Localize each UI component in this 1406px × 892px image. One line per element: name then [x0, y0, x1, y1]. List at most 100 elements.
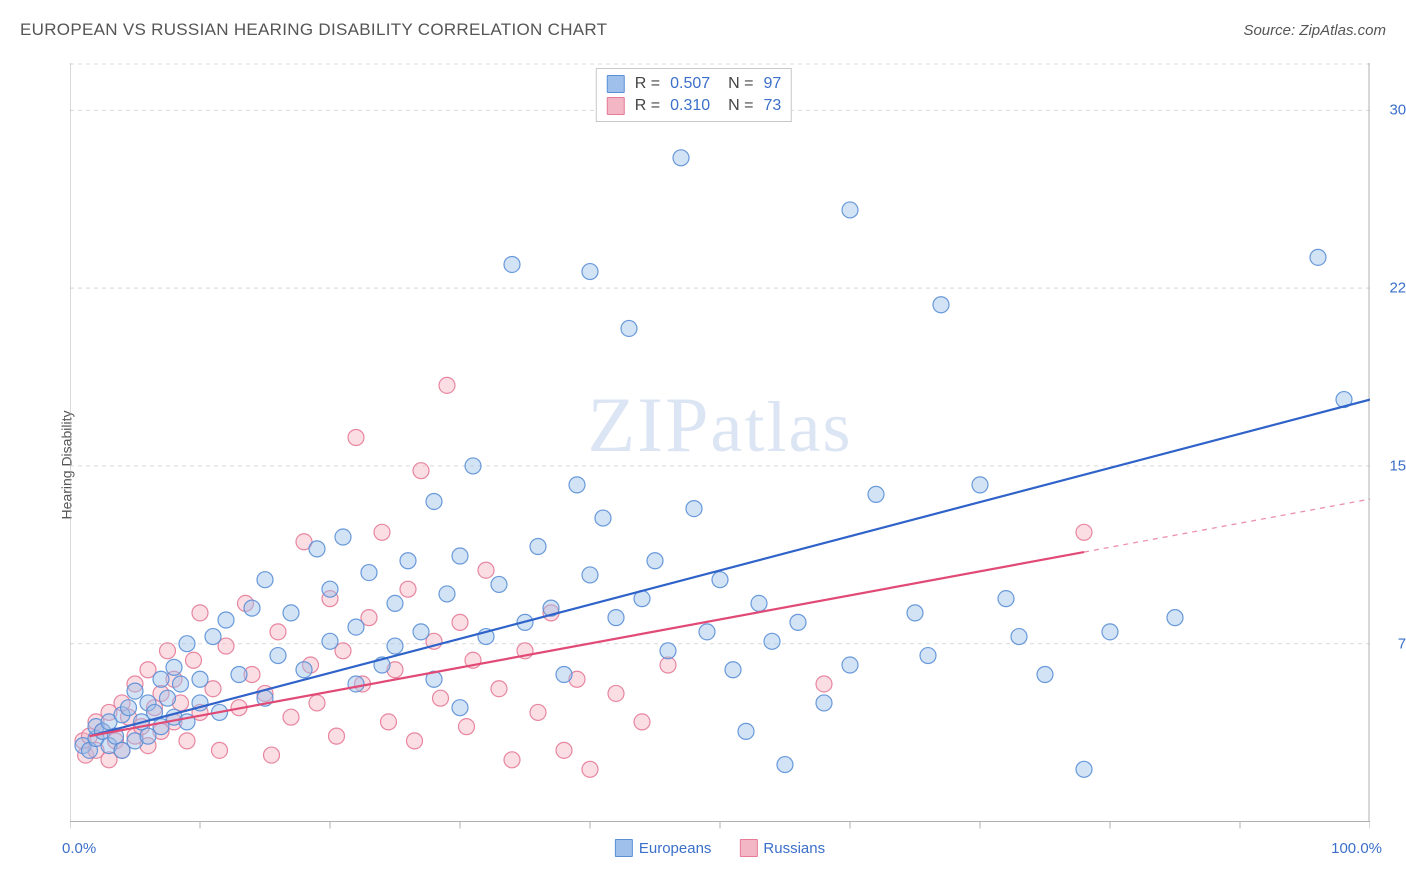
legend-label: Russians: [763, 840, 825, 857]
legend-label: Europeans: [639, 840, 712, 857]
scatter-point-europeans: [387, 638, 403, 654]
trendline-russians-extrapolated: [1084, 499, 1370, 552]
scatter-point-europeans: [1167, 610, 1183, 626]
r-label: R =: [635, 97, 660, 115]
scatter-point-russians: [433, 690, 449, 706]
scatter-point-russians: [407, 733, 423, 749]
r-label: R =: [635, 75, 660, 93]
correlation-legend-row: R =0.310N =73: [607, 95, 781, 117]
scatter-point-europeans: [712, 572, 728, 588]
scatter-point-europeans: [608, 610, 624, 626]
n-value: 97: [763, 75, 781, 93]
scatter-point-europeans: [556, 667, 572, 683]
scatter-point-europeans: [1310, 249, 1326, 265]
scatter-point-europeans: [335, 529, 351, 545]
scatter-point-europeans: [192, 671, 208, 687]
scatter-point-russians: [212, 742, 228, 758]
scatter-point-europeans: [868, 486, 884, 502]
scatter-point-russians: [439, 377, 455, 393]
scatter-point-europeans: [504, 256, 520, 272]
chart-header: EUROPEAN VS RUSSIAN HEARING DISABILITY C…: [20, 20, 1386, 40]
scatter-point-europeans: [699, 624, 715, 640]
scatter-point-europeans: [972, 477, 988, 493]
correlation-legend: R = 0.507 N = 97 R =0.310N =73: [596, 68, 792, 122]
scatter-point-russians: [160, 643, 176, 659]
scatter-point-europeans: [283, 605, 299, 621]
scatter-point-russians: [504, 752, 520, 768]
scatter-point-europeans: [348, 619, 364, 635]
scatter-point-russians: [556, 742, 572, 758]
plot-svg: [70, 63, 1370, 833]
scatter-point-europeans: [400, 553, 416, 569]
scatter-point-europeans: [842, 202, 858, 218]
scatter-point-europeans: [1011, 629, 1027, 645]
scatter-point-russians: [264, 747, 280, 763]
scatter-point-russians: [459, 719, 475, 735]
scatter-point-russians: [329, 728, 345, 744]
legend-swatch: [615, 839, 633, 857]
scatter-point-europeans: [933, 297, 949, 313]
scatter-point-europeans: [322, 633, 338, 649]
scatter-point-russians: [478, 562, 494, 578]
scatter-point-europeans: [920, 648, 936, 664]
scatter-point-russians: [452, 614, 468, 630]
scatter-point-europeans: [413, 624, 429, 640]
scatter-point-europeans: [179, 636, 195, 652]
scatter-point-europeans: [738, 723, 754, 739]
scatter-plot: ZIPatlas 7.5%15.0%22.5%30.0%0.0%100.0%Eu…: [70, 63, 1370, 833]
scatter-point-europeans: [166, 659, 182, 675]
y-tick-label: 7.5%: [1398, 635, 1406, 652]
scatter-point-europeans: [751, 595, 767, 611]
scatter-point-europeans: [361, 565, 377, 581]
legend-swatch: [607, 97, 625, 115]
scatter-point-russians: [400, 581, 416, 597]
scatter-point-europeans: [218, 612, 234, 628]
scatter-point-europeans: [660, 643, 676, 659]
n-value: 73: [763, 97, 781, 115]
scatter-point-europeans: [153, 671, 169, 687]
scatter-point-europeans: [673, 150, 689, 166]
scatter-point-europeans: [1102, 624, 1118, 640]
scatter-point-russians: [179, 733, 195, 749]
scatter-point-europeans: [816, 695, 832, 711]
n-label: N =: [728, 75, 753, 93]
chart-container: Hearing Disability ZIPatlas 7.5%15.0%22.…: [20, 55, 1386, 875]
scatter-point-russians: [634, 714, 650, 730]
scatter-point-europeans: [173, 676, 189, 692]
scatter-point-europeans: [998, 591, 1014, 607]
r-value: 0.507: [670, 75, 718, 93]
scatter-point-europeans: [491, 576, 507, 592]
scatter-point-europeans: [387, 595, 403, 611]
x-tick-label: 100.0%: [1331, 840, 1382, 857]
scatter-point-europeans: [348, 676, 364, 692]
scatter-point-europeans: [127, 683, 143, 699]
scatter-point-russians: [608, 685, 624, 701]
scatter-point-europeans: [764, 633, 780, 649]
y-tick-label: 30.0%: [1389, 102, 1406, 119]
scatter-point-europeans: [647, 553, 663, 569]
scatter-point-russians: [660, 657, 676, 673]
scatter-point-russians: [186, 652, 202, 668]
scatter-point-europeans: [582, 567, 598, 583]
scatter-point-russians: [381, 714, 397, 730]
scatter-point-europeans: [686, 501, 702, 517]
chart-source: Source: ZipAtlas.com: [1243, 22, 1386, 39]
scatter-point-russians: [348, 429, 364, 445]
trendline-europeans: [90, 400, 1371, 737]
scatter-point-russians: [413, 463, 429, 479]
scatter-point-europeans: [160, 690, 176, 706]
scatter-point-europeans: [452, 700, 468, 716]
scatter-point-russians: [374, 524, 390, 540]
scatter-point-russians: [192, 605, 208, 621]
scatter-point-russians: [530, 704, 546, 720]
scatter-point-europeans: [569, 477, 585, 493]
scatter-point-europeans: [426, 493, 442, 509]
scatter-point-europeans: [439, 586, 455, 602]
scatter-point-europeans: [790, 614, 806, 630]
y-tick-label: 15.0%: [1389, 457, 1406, 474]
scatter-point-europeans: [322, 581, 338, 597]
scatter-point-europeans: [244, 600, 260, 616]
scatter-point-russians: [491, 681, 507, 697]
scatter-point-europeans: [465, 458, 481, 474]
scatter-point-russians: [270, 624, 286, 640]
